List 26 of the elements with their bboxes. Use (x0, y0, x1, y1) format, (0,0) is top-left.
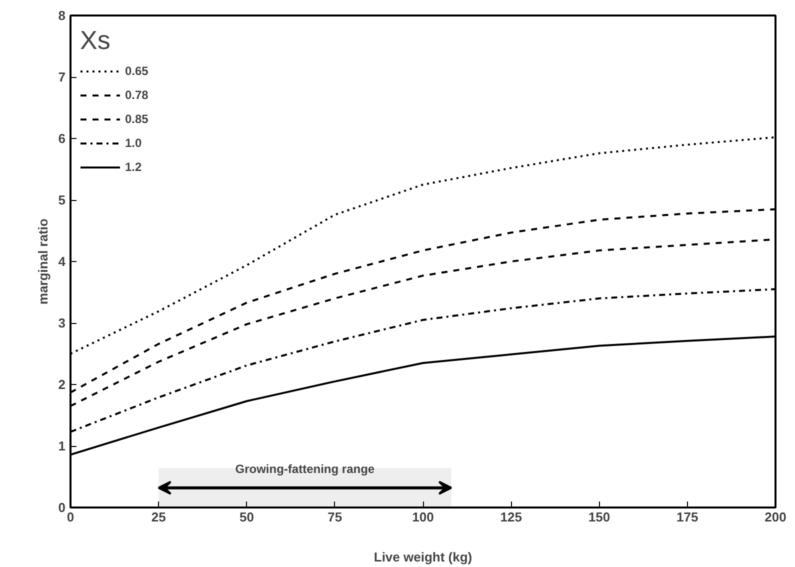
y-tick-label: 3 (58, 316, 66, 330)
legend-label: 0.85 (125, 112, 148, 126)
y-tick-label: 6 (58, 131, 66, 146)
band-label: Growing-fattening range (235, 462, 375, 476)
y-tick-label: 4 (58, 254, 66, 269)
x-tick-label: 200 (764, 510, 786, 524)
y-axis-title: marginal ratio (35, 218, 50, 304)
legend-label: 0.78 (125, 88, 148, 102)
x-axis-title: Live weight (kg) (374, 550, 472, 564)
legend-title: Xs (80, 25, 112, 56)
x-tick-label: 25 (151, 510, 166, 524)
y-tick-label: 7 (58, 70, 66, 84)
x-tick-label: 50 (240, 510, 254, 524)
y-tick-label: 5 (58, 192, 66, 208)
y-tick-label: 2 (58, 377, 66, 392)
y-tick-label: 8 (58, 8, 66, 23)
x-tick-label: 75 (328, 510, 342, 524)
x-tick-label: 150 (588, 510, 610, 524)
y-tick-label: 0 (58, 500, 66, 515)
y-tick-label: 1 (58, 438, 66, 454)
x-tick-label: 100 (412, 510, 434, 524)
legend-label: 1.2 (125, 160, 143, 174)
legend-label: 0.65 (125, 64, 148, 78)
x-tick-label: 125 (500, 510, 522, 524)
legend-label: 1.0 (125, 136, 143, 150)
x-tick-label: 175 (676, 510, 698, 524)
